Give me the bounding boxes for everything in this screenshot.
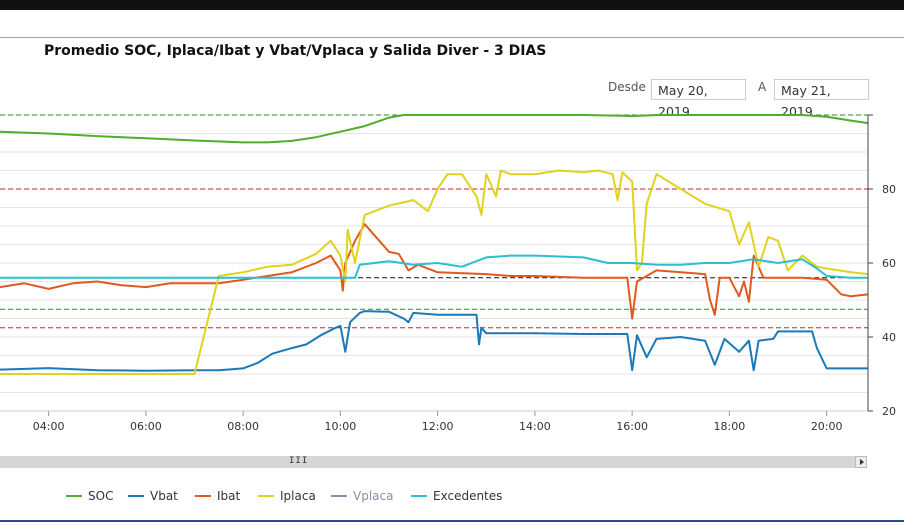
legend-swatch bbox=[331, 495, 347, 497]
x-tick-label: 06:00 bbox=[130, 420, 162, 433]
chart-title: Promedio SOC, Iplaca/Ibat y Vbat/Vplaca … bbox=[44, 43, 547, 59]
scrollbar-grip-icon[interactable]: III bbox=[289, 456, 309, 466]
x-tick-label: 10:00 bbox=[325, 420, 357, 433]
y-tick-label: 20 bbox=[882, 405, 896, 418]
legend-item-vbat[interactable]: Vbat bbox=[128, 488, 178, 504]
chart-legend: SOC Vbat Ibat Iplaca Vplaca Excedentes bbox=[0, 488, 904, 504]
axes: 20 40 60 80 04:00 06:00 08:00 10:00 12:00 14:00 16… bbox=[0, 114, 896, 433]
x-tick-label: 12:00 bbox=[422, 420, 454, 433]
legend-swatch bbox=[195, 495, 211, 497]
series-line-excedentes bbox=[0, 254, 868, 279]
panel-top-border bbox=[0, 37, 904, 38]
line-chart: 20 40 60 80 04:00 06:00 08:00 10:00 12:00 14:00 16… bbox=[0, 114, 896, 433]
x-tick-label: 16:00 bbox=[616, 420, 648, 433]
legend-label: Excedentes bbox=[433, 489, 503, 503]
series-lines bbox=[0, 114, 869, 375]
scroll-right-arrow-icon[interactable] bbox=[855, 456, 867, 468]
panel-bottom-border bbox=[0, 520, 904, 522]
legend-item-ibat[interactable]: Ibat bbox=[195, 488, 240, 504]
series-line-iplaca bbox=[0, 169, 869, 375]
y-tick-label: 60 bbox=[882, 257, 896, 270]
x-tick-label: 20:00 bbox=[811, 420, 843, 433]
legend-swatch bbox=[411, 495, 427, 497]
x-tick-label: 04:00 bbox=[33, 420, 65, 433]
series-line-vbat bbox=[0, 310, 868, 372]
legend-swatch bbox=[66, 495, 82, 497]
navigator-scrollbar[interactable]: III bbox=[0, 456, 866, 468]
legend-item-soc[interactable]: SOC bbox=[66, 488, 113, 504]
top-bar bbox=[0, 0, 904, 10]
x-tick-label: 18:00 bbox=[714, 420, 746, 433]
x-tick-label: 14:00 bbox=[519, 420, 551, 433]
to-label: A bbox=[758, 80, 767, 94]
legend-label: Ibat bbox=[217, 489, 241, 503]
legend-item-excedentes[interactable]: Excedentes bbox=[411, 488, 502, 504]
legend-label: Iplaca bbox=[280, 489, 316, 503]
series-line-soc bbox=[0, 114, 869, 144]
from-date-input[interactable]: May 20, 2019 bbox=[651, 79, 746, 119]
y-tick-label: 80 bbox=[882, 183, 896, 196]
from-label: Desde bbox=[608, 80, 646, 94]
legend-label: Vbat bbox=[150, 489, 178, 503]
legend-label: Vplaca bbox=[353, 489, 394, 503]
legend-item-vplaca[interactable]: Vplaca bbox=[331, 488, 393, 504]
series-line-ibat bbox=[0, 223, 869, 320]
x-tick-label: 08:00 bbox=[227, 420, 259, 433]
to-date-input[interactable]: May 21, 2019 bbox=[774, 79, 869, 119]
y-tick-label: 40 bbox=[882, 331, 896, 344]
legend-swatch bbox=[128, 495, 144, 497]
legend-label: SOC bbox=[88, 489, 114, 503]
legend-item-iplaca[interactable]: Iplaca bbox=[258, 488, 316, 504]
legend-swatch bbox=[258, 495, 274, 497]
